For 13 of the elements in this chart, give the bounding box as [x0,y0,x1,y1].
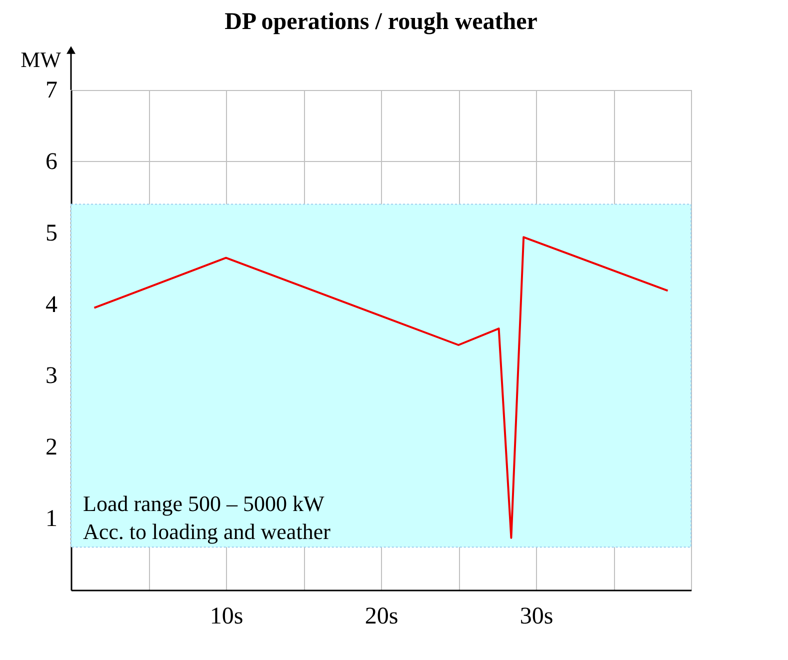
x-tick-label: 10s [210,604,244,630]
x-tick-label: 20s [364,604,398,630]
y-tick-label: 3 [46,363,58,390]
band-label: Load range 500 – 5000 kW Acc. to loading and weather [83,491,332,544]
y-axis-title: MW [20,47,62,72]
y-tick-label: 1 [46,506,58,532]
y-tick-label: 4 [46,292,58,318]
y-tick-label: 7 [46,78,58,104]
x-tick-label: 30s [520,604,554,630]
y-tick-label: 5 [46,220,58,246]
chart-title: DP operations / rough weather [224,9,538,36]
y-tick-label: 6 [46,148,58,175]
y-tick-label: 2 [46,434,58,461]
